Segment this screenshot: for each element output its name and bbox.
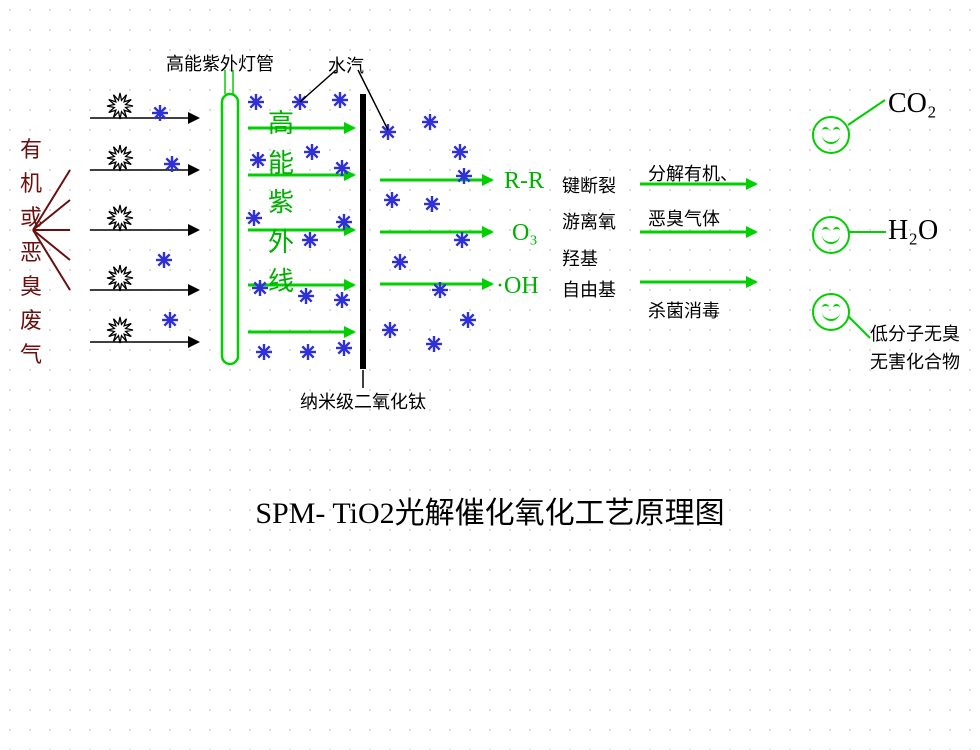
label-input: 有机或恶臭废气 (20, 138, 42, 377)
label-mid2: 游离氧 (562, 208, 616, 234)
smile-icon-2 (812, 293, 850, 331)
label-out3b: 无害化合物 (870, 348, 960, 374)
label-act2: 恶臭气体 (648, 205, 720, 231)
label-rr: R-R (504, 168, 544, 195)
label-out3a: 低分子无臭 (870, 320, 960, 346)
diagram-title: SPM- TiO2光解催化氧化工艺原理图 (0, 488, 980, 532)
diagram-stage: 有机或恶臭废气 高能紫外灯管 水汽高能紫外线纳米级二氧化钛 R-R O₃ ·OH 键断裂游离… (0, 0, 980, 750)
label-mid1: 键断裂 (562, 172, 616, 198)
label-tio2: 纳米级二氧化钛 (300, 388, 426, 414)
label-mid4: 自由基 (562, 276, 616, 302)
smile-icon-0 (812, 116, 850, 154)
label-oh: ·OH (496, 273, 539, 300)
smile-icon-1 (812, 216, 850, 254)
label-uv_lamp: 高能紫外灯管 (166, 50, 274, 76)
label-uv_vert: 高能紫外线 (268, 110, 294, 308)
label-mid3: 羟基 (562, 245, 598, 271)
label-h2o: H₂O (888, 215, 938, 247)
label-act1: 分解有机、 (648, 160, 738, 186)
label-vapor: 水汽 (328, 52, 364, 78)
label-co2: CO₂ (888, 88, 937, 120)
label-o3: O₃ (512, 220, 538, 247)
label-act3: 杀菌消毒 (648, 297, 720, 323)
